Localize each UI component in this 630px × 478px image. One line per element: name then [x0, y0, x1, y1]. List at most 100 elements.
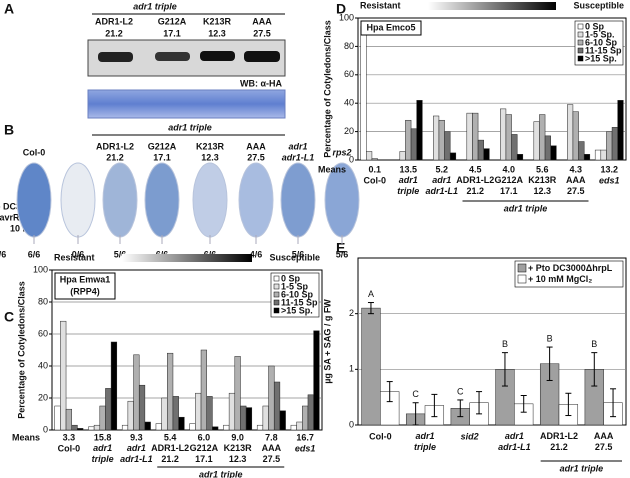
bar — [366, 151, 373, 161]
significance-letter: B — [547, 333, 553, 343]
leaf-image — [280, 162, 316, 238]
y-tick-label: 2 — [349, 308, 354, 318]
y-tick-label: 60 — [344, 69, 354, 79]
y-tick-label: 80 — [344, 41, 354, 51]
mean-value: 9.0 — [231, 432, 244, 442]
x-tick-label: G212A 17.1 — [190, 443, 219, 464]
panel-letter: E — [336, 240, 345, 256]
legend-swatch — [273, 283, 280, 290]
lane-label: G212A — [148, 141, 177, 151]
bar — [290, 424, 297, 431]
bar — [234, 356, 241, 431]
leaf-image — [238, 162, 274, 238]
y-axis-label: Percentage of Cotyledons/Class — [322, 20, 332, 158]
group-label: adr1 triple — [168, 122, 212, 132]
bar — [54, 405, 61, 431]
bar — [572, 111, 579, 161]
x-tick-label: sid2 — [461, 431, 479, 441]
lane-label: 21.2 — [105, 28, 123, 38]
bar — [533, 121, 540, 161]
y-tick-label: 0 — [349, 419, 354, 429]
bar — [477, 139, 484, 161]
legend-label: + 10 mM MgCl₂ — [528, 274, 592, 284]
significance-letter: B — [502, 339, 508, 349]
y-axis-label: Percentage of Cotyledons/Class — [16, 281, 26, 419]
legend-label: 1-5 Sp. — [585, 29, 615, 39]
legend-swatch — [577, 47, 584, 54]
mean-value: 6.0 — [198, 432, 211, 442]
y-tick-label: 100 — [33, 264, 48, 274]
bar — [449, 152, 457, 161]
bar — [516, 154, 524, 161]
score-label: 5/6 — [336, 249, 349, 259]
group-label: adr1 triple — [560, 463, 604, 473]
bar — [240, 405, 247, 431]
bar — [399, 151, 406, 161]
lane-label: K213R — [203, 16, 232, 26]
lane-label: 12.3 — [201, 152, 219, 162]
bar — [228, 392, 236, 431]
lane-label: AAA — [252, 16, 272, 26]
panel-letter: A — [4, 1, 14, 17]
bar — [466, 112, 473, 161]
bar — [195, 392, 202, 431]
lane-label: rps2 — [332, 147, 351, 157]
x-tick-label: adr1 adr1-L1 — [425, 175, 458, 196]
bar — [121, 424, 129, 431]
legend-swatch — [517, 263, 527, 273]
bar — [544, 135, 551, 161]
bar — [313, 330, 320, 431]
lane-label: adr1-L1 — [282, 152, 315, 162]
bar — [405, 119, 412, 161]
y-tick-label: 20 — [38, 392, 48, 402]
bar — [60, 320, 67, 431]
y-tick-label: 20 — [344, 126, 354, 136]
header-label: Susceptible — [573, 0, 624, 10]
x-tick-label: Col-0 — [58, 443, 81, 453]
x-tick-label: eds1 — [599, 175, 620, 185]
bar — [438, 119, 445, 161]
y-tick-label: 0 — [349, 154, 354, 164]
bar — [77, 428, 84, 431]
bar — [144, 421, 151, 431]
coomassie-stain — [87, 89, 286, 119]
legend-label: 11-15 Sp — [585, 45, 622, 55]
score-label: 5/6 — [114, 249, 127, 259]
legend-label: >15 Sp. — [281, 305, 313, 315]
bar — [410, 128, 417, 161]
lane-label: AAA — [246, 141, 266, 151]
x-tick-label: adr1 adr1-L1 — [498, 431, 531, 452]
bar — [93, 424, 101, 431]
legend-label: >15 Sp. — [585, 53, 617, 63]
x-tick-label: adr1 adr1-L1 — [120, 443, 153, 464]
blot-band — [200, 51, 235, 61]
mean-value: 4.5 — [469, 164, 482, 174]
plot-area — [357, 17, 627, 161]
mean-value: 3.3 — [63, 432, 76, 442]
leaf-image — [102, 162, 138, 238]
lane-label: K213R — [196, 141, 225, 151]
score-label: 5/6 — [292, 249, 305, 259]
mean-value: 5.4 — [164, 432, 177, 442]
x-tick-label: adr1 triple — [414, 431, 436, 452]
blot-label: WB: α-HA — [240, 78, 283, 88]
legend-label: 6-10 Sp — [585, 37, 618, 47]
y-tick-label: 0 — [43, 424, 48, 434]
score-label: 6/6 — [28, 249, 41, 259]
bar — [172, 396, 179, 431]
legend-swatch — [273, 299, 280, 306]
panel-letter: C — [4, 309, 14, 325]
bar — [594, 149, 602, 161]
bar — [550, 145, 557, 161]
bar — [71, 424, 78, 431]
blot-band — [155, 52, 190, 61]
bar — [127, 400, 134, 431]
x-tick-label: Col-0 — [364, 175, 387, 185]
score-label: 4/6 — [250, 249, 263, 259]
panel-letter: B — [4, 122, 14, 138]
legend-swatch — [517, 274, 527, 284]
mean-value: 0.1 — [368, 164, 381, 174]
legend-swatch — [273, 275, 280, 282]
